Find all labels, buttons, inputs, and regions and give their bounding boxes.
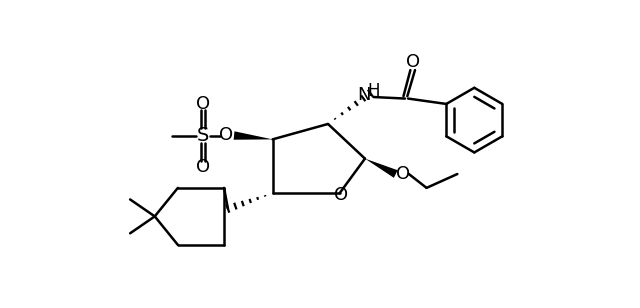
Text: O: O — [196, 95, 211, 113]
Text: N: N — [358, 87, 371, 104]
Text: O: O — [220, 126, 234, 144]
Text: O: O — [196, 158, 211, 176]
Text: O: O — [396, 165, 410, 183]
Text: H: H — [367, 82, 380, 100]
Text: O: O — [334, 186, 348, 204]
Text: S: S — [197, 126, 209, 145]
Polygon shape — [365, 159, 397, 178]
Text: O: O — [406, 53, 420, 71]
Polygon shape — [234, 131, 273, 140]
